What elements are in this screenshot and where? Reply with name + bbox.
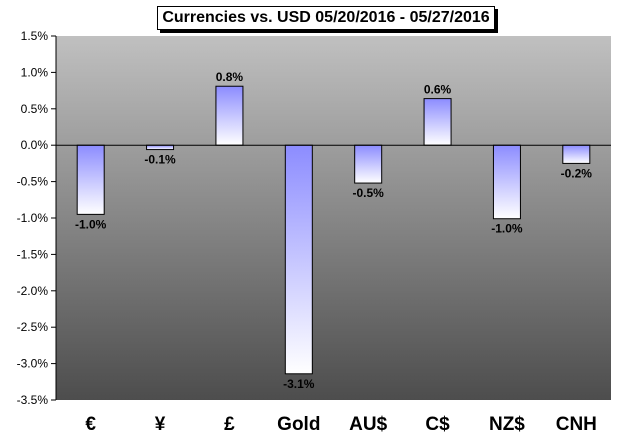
y-axis: 1.5% 1.0% 0.5% 0.0% -0.5% -1.0% -1.5% -2.0% -2.5… [17,29,57,407]
y-tick-label: -0.5% [17,175,49,189]
bar [284,144,313,375]
x-tick-label: AU$ [349,414,387,435]
y-tick-label: -3.5% [17,393,49,407]
data-label: -1.0% [491,222,523,236]
chart-title: Currencies vs. USD 05/20/2016 - 05/27/20… [157,6,495,30]
x-tick-label: € [85,414,96,435]
bar [354,144,383,184]
bar [562,144,591,164]
bar [146,144,175,151]
x-tick-label: ¥ [155,414,166,435]
x-tick-label: £ [224,414,235,435]
data-label: -0.5% [353,186,385,200]
data-label: -0.1% [144,153,176,167]
bar [423,98,452,146]
plot-area [56,36,611,400]
data-label: 0.6% [424,83,452,97]
y-tick-label: 0.0% [21,138,49,152]
y-tick-label: -1.0% [17,211,49,225]
data-label: -3.1% [283,377,315,391]
y-tick-label: -2.5% [17,320,49,334]
y-tick-label: 1.5% [21,29,49,43]
data-label: -1.0% [75,217,107,231]
x-tick-label: C$ [425,414,450,435]
data-label: 0.8% [216,70,244,84]
x-tick-label: Gold [277,414,320,435]
bar [492,144,521,220]
bars-group: -1.0% -0.1% 0.8% -3.1% -0.5% 0.6% -1.0% -0.2% [75,70,592,391]
y-tick-label: -3.0% [17,357,49,371]
y-tick-label: 0.5% [21,102,49,116]
y-tick-label: -1.5% [17,247,49,261]
bar [76,144,105,215]
x-tick-label: NZ$ [489,414,525,435]
y-tick-label: -2.0% [17,284,49,298]
data-label: -0.2% [561,166,593,180]
x-axis: € ¥ £ Gold AU$ C$ NZ$ CNH [85,414,597,435]
y-tick-label: 1.0% [21,65,49,79]
bar [215,85,244,146]
x-tick-label: CNH [556,414,597,435]
